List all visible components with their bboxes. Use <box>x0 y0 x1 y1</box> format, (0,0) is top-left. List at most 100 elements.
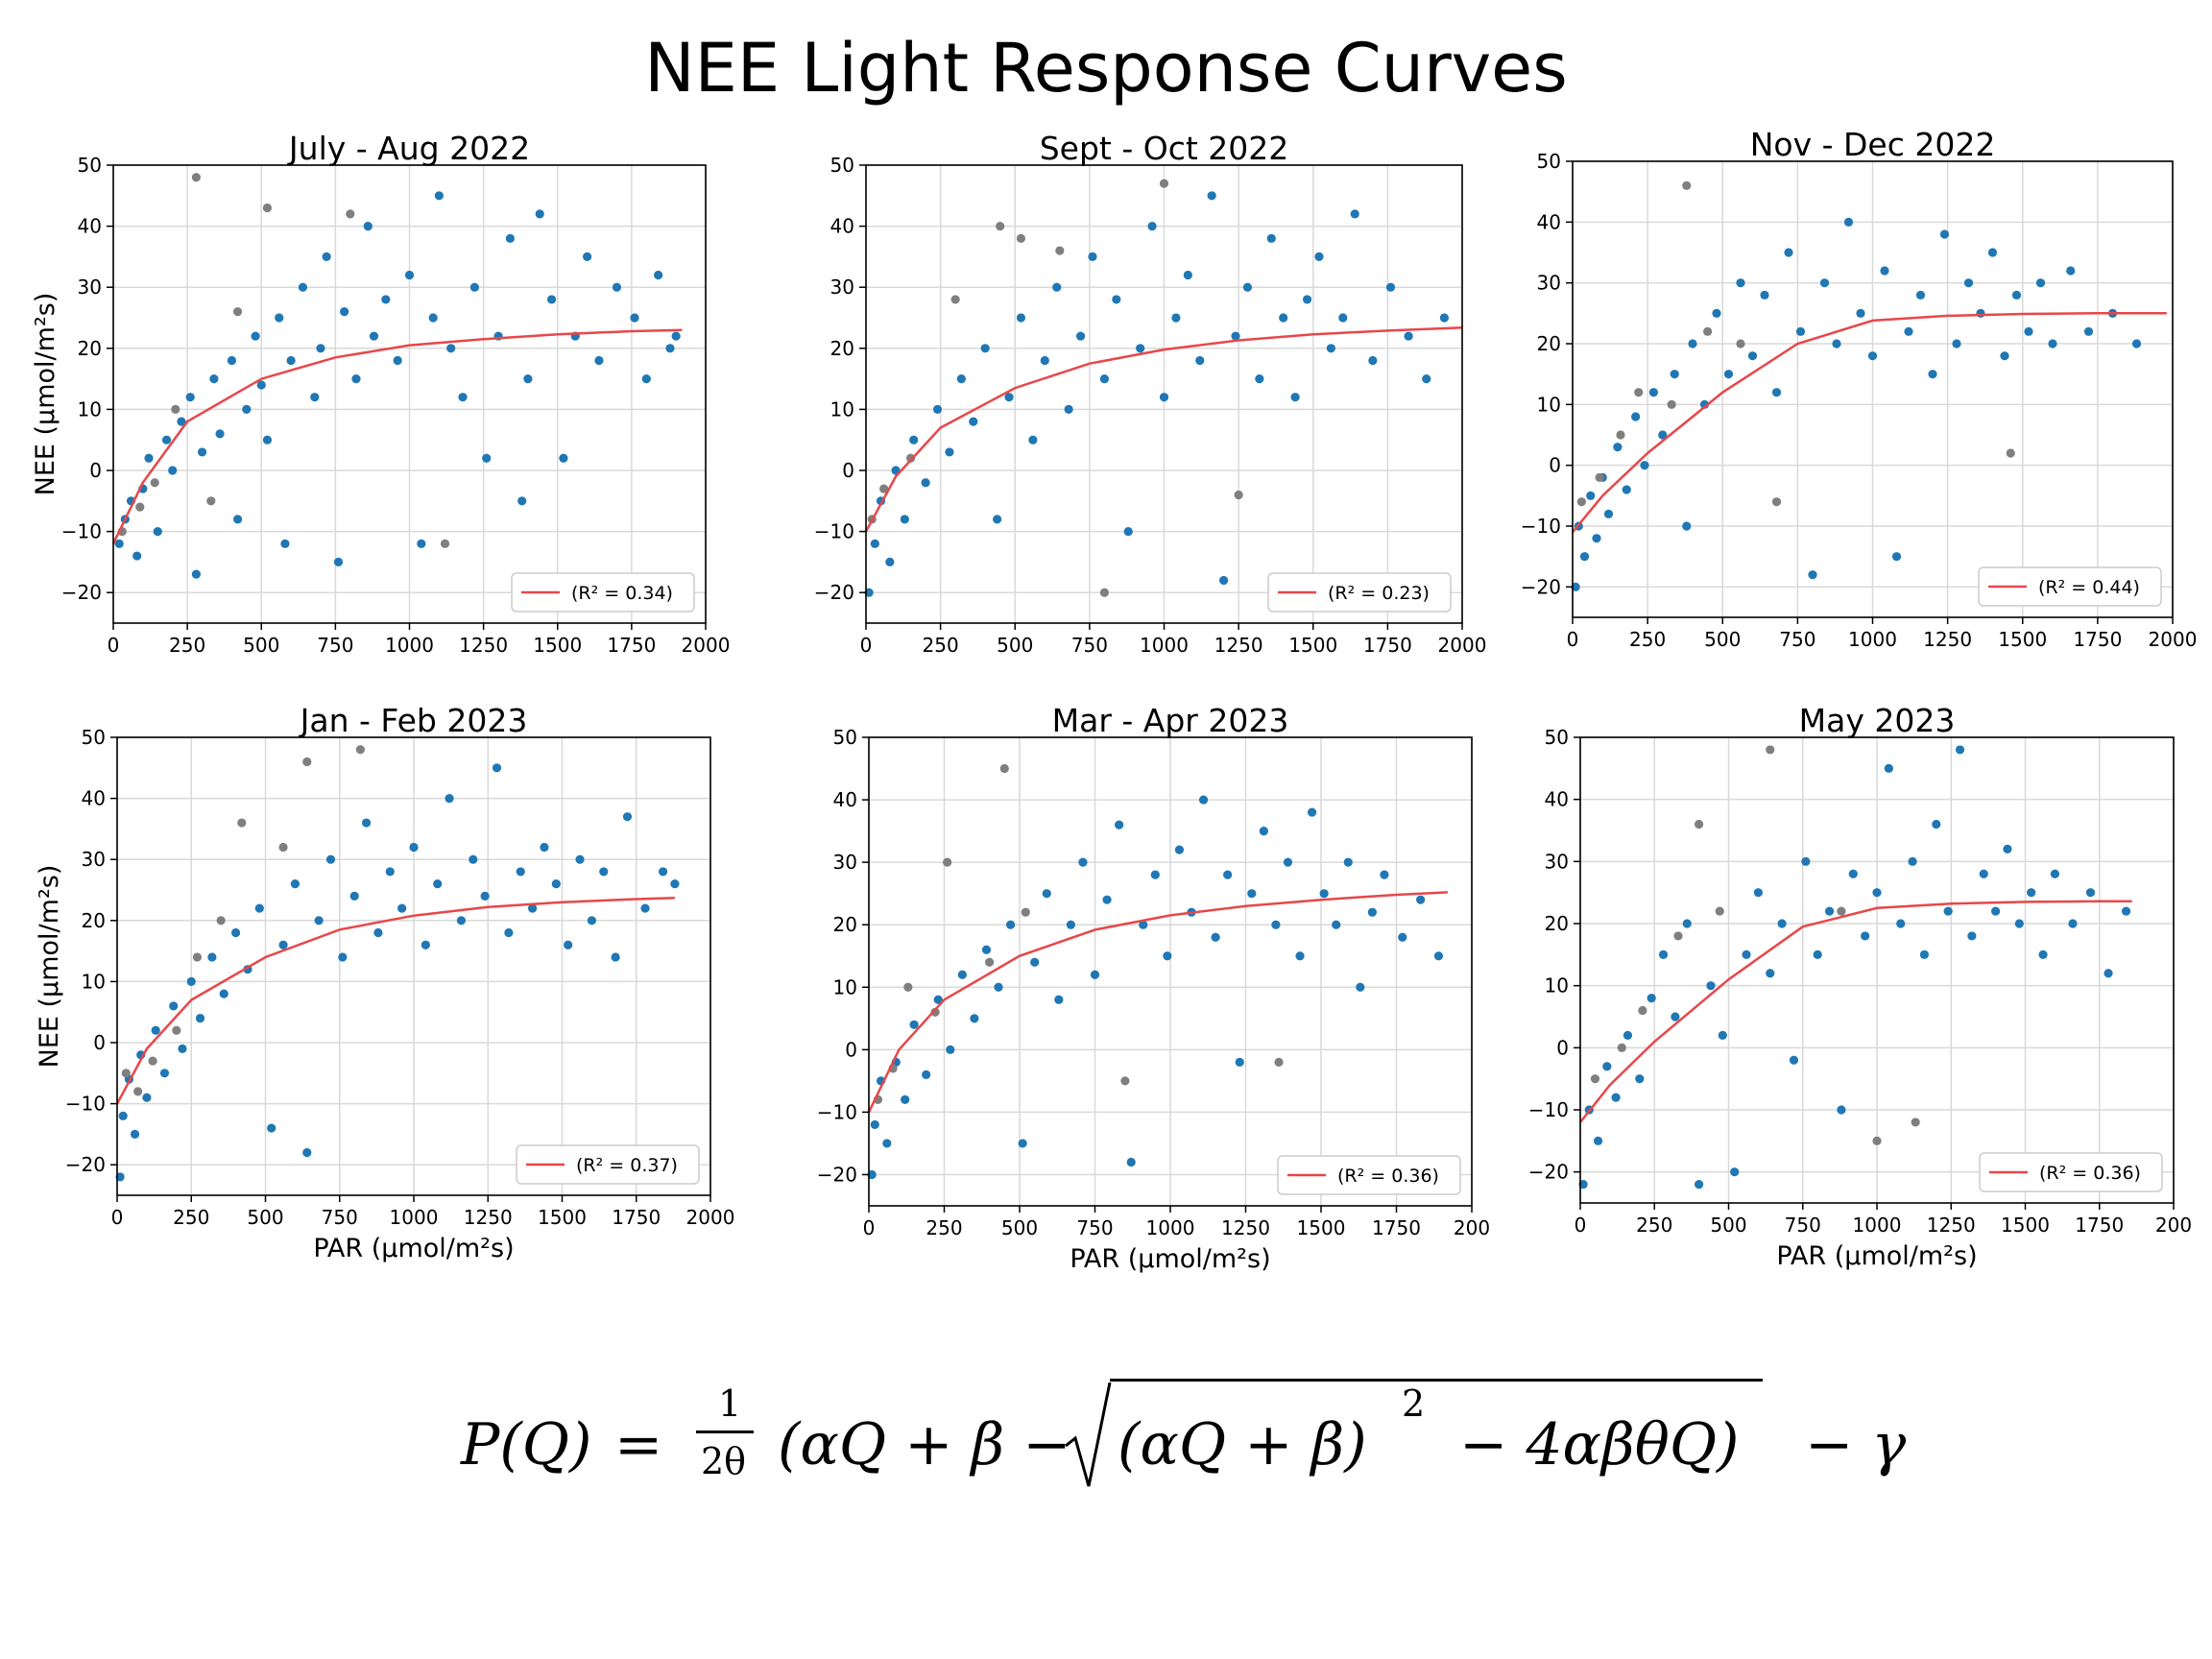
data-point-gray <box>148 1056 157 1066</box>
y-tick-label: 20 <box>833 913 857 936</box>
data-point-gray <box>985 957 995 967</box>
data-point <box>864 588 874 597</box>
x-tick-label: 1750 <box>612 1206 661 1229</box>
data-point <box>882 1139 892 1148</box>
data-point <box>1611 1093 1621 1102</box>
data-point <box>1343 857 1353 867</box>
data-point <box>1987 248 1998 257</box>
legend-box <box>516 1144 700 1185</box>
data-point <box>1718 1030 1727 1040</box>
data-point <box>1884 763 1893 773</box>
data-point <box>1422 374 1431 384</box>
data-point <box>1837 1105 1846 1115</box>
data-point <box>1777 919 1787 928</box>
data-point <box>956 374 966 384</box>
legend-label: (R² = 0.44) <box>2038 577 2140 598</box>
y-tick-label: 10 <box>833 975 857 998</box>
y-tick-label: −20 <box>1528 1161 1569 1184</box>
data-point-gray <box>1595 472 1604 482</box>
panel-title: May 2023 <box>1799 702 1956 739</box>
data-point-gray <box>1021 907 1030 917</box>
data-point <box>369 331 379 341</box>
data-point <box>1139 920 1148 929</box>
data-point <box>207 952 217 962</box>
data-point <box>1602 1062 1612 1071</box>
data-point <box>256 380 266 390</box>
y-tick-label: 30 <box>1545 850 1569 873</box>
data-point <box>302 1147 312 1158</box>
data-point <box>2011 290 2022 300</box>
data-point <box>267 1123 276 1133</box>
y-tick-label: −10 <box>1528 1098 1569 1121</box>
formula-exponent: 2 <box>1402 1382 1426 1425</box>
x-tick-label: 1250 <box>1214 634 1263 657</box>
chart-panel-4: 0 250 500 750 1000 1250 1500 1750 2000 −20 −10 0 10 2… <box>35 702 734 1263</box>
data-point <box>1939 229 1950 239</box>
data-point <box>177 417 186 426</box>
data-point <box>516 867 525 877</box>
data-point <box>1211 932 1220 942</box>
data-point <box>1695 1180 1704 1190</box>
y-tick-label: −10 <box>1521 515 1561 538</box>
data-point-gray <box>232 307 243 317</box>
data-point <box>251 331 260 341</box>
data-point <box>1648 388 1658 397</box>
data-point-gray <box>1055 246 1065 255</box>
data-point <box>1747 351 1758 361</box>
data-point <box>186 976 196 986</box>
x-tick-label: 750 <box>1071 634 1108 657</box>
data-point <box>1736 278 1745 288</box>
data-point <box>409 842 419 853</box>
y-axis-label: NEE (µmol/m²s) <box>35 865 64 1069</box>
x-tick-label: 0 <box>111 1206 124 1229</box>
data-point <box>316 344 325 353</box>
data-point <box>349 891 359 901</box>
data-point <box>1271 920 1281 929</box>
data-point-gray <box>1616 430 1625 440</box>
legend-box <box>1978 566 2162 607</box>
data-point <box>504 927 514 938</box>
data-point <box>921 478 930 488</box>
x-tick-label: 1000 <box>390 1206 439 1229</box>
data-point <box>670 879 680 889</box>
data-point <box>2000 351 2009 361</box>
x-tick-label: 750 <box>317 634 353 657</box>
data-point <box>1385 282 1396 292</box>
data-point <box>2068 919 2078 928</box>
data-point <box>517 496 527 506</box>
data-point-gray <box>1638 1005 1647 1016</box>
data-point <box>981 945 992 954</box>
data-point <box>144 453 154 463</box>
chart-panel-1: 0 250 500 750 1000 1250 1500 1750 2000 −20 −10 0 10 2… <box>31 130 730 657</box>
data-point <box>1016 313 1026 323</box>
y-tick-label: −10 <box>817 1100 857 1123</box>
data-point-gray <box>1016 233 1026 243</box>
data-point <box>1112 295 1121 304</box>
y-tick-label: 0 <box>842 459 854 482</box>
data-point <box>1813 950 1822 959</box>
data-point <box>922 1070 931 1079</box>
x-axis-label: PAR (µmol/m²s) <box>313 1234 514 1263</box>
data-point <box>1314 252 1324 261</box>
data-point <box>1856 308 1865 318</box>
data-point <box>1338 313 1348 323</box>
data-point <box>215 429 225 439</box>
data-point <box>1635 1074 1645 1084</box>
data-point <box>1150 870 1160 879</box>
x-tick-label: 1500 <box>1297 1216 1346 1239</box>
x-tick-label: 1250 <box>459 634 508 657</box>
data-point-gray <box>135 502 145 512</box>
x-tick-label: 250 <box>1629 628 1666 651</box>
data-point <box>482 453 492 463</box>
fit-line <box>1572 312 2167 534</box>
data-point <box>1976 308 1985 318</box>
y-tick-label: 40 <box>1545 788 1569 811</box>
data-point <box>1671 1012 1680 1022</box>
x-tick-label: 750 <box>1779 628 1815 651</box>
legend-label: (R² = 0.37) <box>576 1155 678 1176</box>
data-point <box>469 282 479 292</box>
data-point <box>1760 290 1769 300</box>
data-point <box>1078 857 1088 867</box>
data-point-gray <box>150 478 159 488</box>
